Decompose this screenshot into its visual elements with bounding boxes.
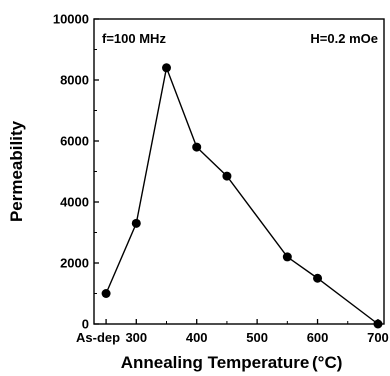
data-point [101,289,111,298]
x-axis-unit: (°C) [312,353,342,372]
series-layer [101,63,383,329]
y-tick-label: 4000 [60,195,89,210]
series-line [105,65,379,325]
y-axis: 0 2000 4000 6000 8000 10000 [53,12,99,332]
x-tick-label: 700 [367,330,389,345]
x-tick-label: 600 [307,330,329,345]
x-axis: As-dep 300 400 500 600 700 [76,319,389,345]
x-tick-label: 400 [186,330,208,345]
x-tick-label: 300 [125,330,147,345]
plot-frame-group [93,18,385,325]
y-tick-label: 6000 [60,134,89,149]
y-tick-label: 2000 [60,256,89,271]
data-point [313,273,323,283]
field-annotation: H=0.2 mOe [310,31,378,46]
data-point [373,319,383,329]
data-point [131,218,141,228]
y-tick-label: 8000 [60,73,89,88]
x-tick-label: As-dep [76,330,120,345]
frequency-annotation: f=100 MHz [102,31,166,46]
plot-frame [93,18,385,325]
x-axis-title: Annealing Temperature [121,353,310,372]
x-tick-label: 500 [246,330,268,345]
y-axis-title: Permeability [7,120,26,222]
data-point [222,171,232,181]
y-tick-label: 10000 [53,12,89,27]
data-point [192,142,202,152]
data-point [282,252,292,262]
data-point [162,63,171,73]
y-tick-label: 0 [82,317,89,332]
